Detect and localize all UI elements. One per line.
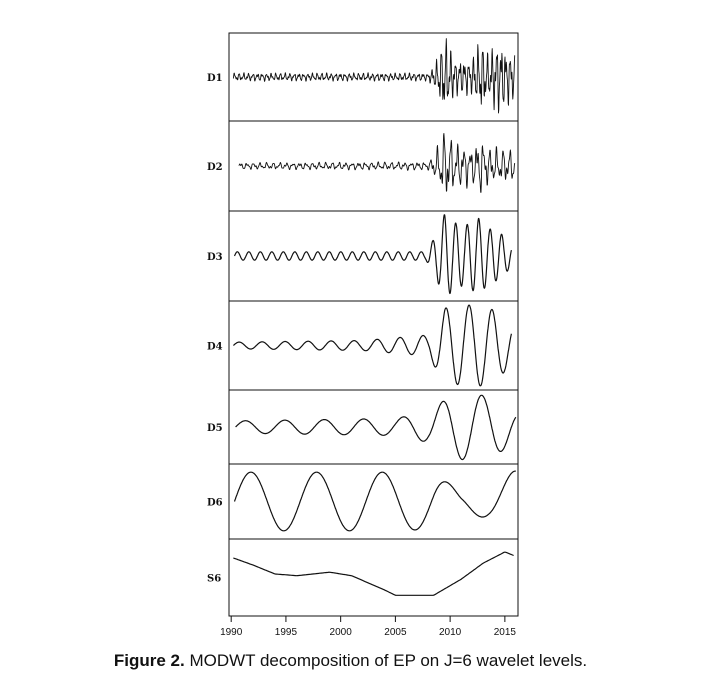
x-tick-label: 2000 [330,627,353,638]
series-line-d2 [238,133,516,193]
panel-label: D2 [207,162,223,173]
series-line-s6 [233,551,514,596]
series-line-d3 [233,214,512,295]
panel-d5: D5 [207,389,519,465]
x-tick-label: 2010 [439,627,462,638]
panel-d6: D6 [207,463,519,540]
caption-label: Figure 2. [113,651,185,670]
panel-s6: S6 [207,538,519,617]
series-line-d1 [232,38,516,114]
panel-d1: D1 [207,32,519,122]
panel-d3: D3 [207,210,519,302]
panel-label: S6 [207,574,221,585]
panel-label: D3 [207,252,223,263]
panel-label: D4 [207,342,223,353]
x-tick-label: 2015 [494,627,517,638]
panel-frame [228,538,519,617]
series-line-d5 [235,394,517,461]
caption-text: MODWT decomposition of EP on J=6 wavelet… [184,651,588,670]
x-tick-label: 2005 [384,627,407,638]
panel-label: D6 [207,498,223,509]
panel-label: D5 [207,423,223,434]
series-line-d6 [233,470,517,532]
panel-frame [228,463,519,540]
figure-caption: Figure 2. MODWT decomposition of EP on J… [0,651,701,671]
panels: D1 D2 D3 D4 D5 D6 S6 [207,32,519,617]
panel-frame [228,210,519,302]
panel-label: D1 [207,73,223,84]
x-tick-label: 1995 [275,627,298,638]
x-axis: 1990 1995 2000 2005 2010 2015 [220,616,516,638]
series-line-d4 [232,304,512,387]
x-tick-label: 1990 [220,627,243,638]
panel-d2: D2 [207,120,519,212]
panel-d4: D4 [207,300,519,391]
